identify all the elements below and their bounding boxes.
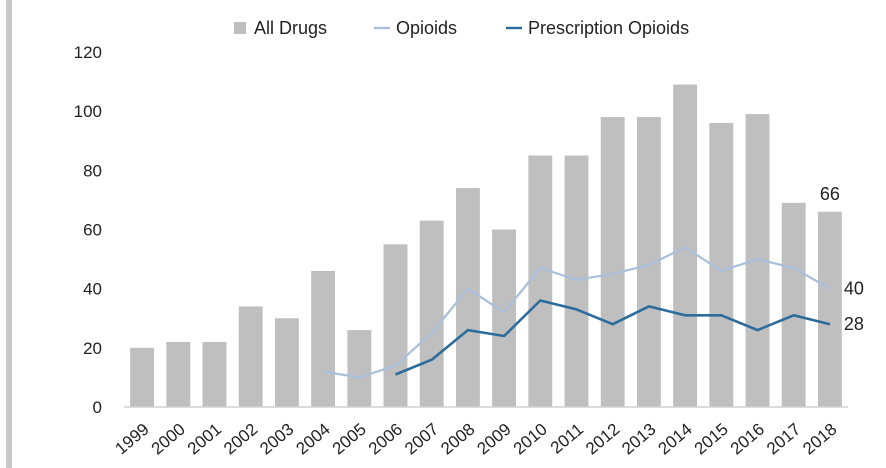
x-axis: 1999200020012002200320042005200620072008… bbox=[111, 406, 848, 459]
x-tick-label: 2016 bbox=[727, 420, 768, 459]
bars-all-drugs bbox=[130, 84, 842, 408]
x-tick-label: 2009 bbox=[473, 420, 514, 459]
y-tick-label: 60 bbox=[83, 221, 102, 240]
x-tick-label: 2011 bbox=[547, 420, 587, 458]
y-tick-label: 0 bbox=[93, 398, 102, 417]
left-border-strip bbox=[6, 0, 12, 468]
end-labels: 66 40 28 bbox=[820, 184, 864, 334]
bar-all-drugs-2014 bbox=[673, 84, 698, 408]
x-tick-label: 2010 bbox=[510, 420, 551, 459]
y-tick-label: 120 bbox=[74, 43, 102, 62]
x-tick-label: 2005 bbox=[329, 420, 370, 459]
x-tick-label: 2008 bbox=[437, 420, 478, 459]
bar-all-drugs-2011 bbox=[564, 155, 589, 407]
bar-all-drugs-2018 bbox=[817, 211, 842, 407]
x-tick-label: 2012 bbox=[582, 420, 623, 459]
chart-legend: All Drugs Opioids Prescription Opioids bbox=[234, 18, 689, 38]
x-tick-label: 2018 bbox=[799, 420, 840, 459]
bar-all-drugs-2009 bbox=[492, 229, 517, 407]
end-label-all-drugs: 66 bbox=[820, 184, 840, 204]
line-prescription-opioids bbox=[395, 299, 831, 376]
bar-all-drugs-2007 bbox=[419, 220, 444, 407]
bar-all-drugs-2010 bbox=[528, 155, 553, 407]
end-label-prescription-opioids: 28 bbox=[844, 314, 864, 334]
bar-all-drugs-2008 bbox=[455, 188, 480, 407]
bar-all-drugs-2006 bbox=[383, 244, 408, 407]
legend-label-prescription-opioids: Prescription Opioids bbox=[528, 18, 689, 38]
legend-swatch-all-drugs bbox=[234, 22, 246, 34]
x-tick-label: 2017 bbox=[763, 420, 804, 459]
y-tick-label: 100 bbox=[74, 102, 102, 121]
x-tick-label: 2006 bbox=[365, 420, 406, 459]
legend-label-all-drugs: All Drugs bbox=[254, 18, 327, 38]
x-tick-label: 2015 bbox=[691, 420, 732, 459]
y-tick-label: 80 bbox=[83, 161, 102, 180]
bar-all-drugs-1999 bbox=[130, 347, 155, 407]
x-tick-label: 2004 bbox=[292, 420, 333, 459]
x-tick-label: 2007 bbox=[401, 420, 442, 459]
end-label-opioids: 40 bbox=[844, 279, 864, 299]
x-tick-label: 2002 bbox=[220, 420, 261, 459]
bar-all-drugs-2003 bbox=[274, 318, 299, 407]
x-tick-label: 1999 bbox=[111, 420, 152, 459]
x-tick-label: 2013 bbox=[618, 420, 659, 459]
x-tick-label: 2003 bbox=[256, 420, 297, 459]
bar-all-drugs-2012 bbox=[600, 117, 625, 407]
x-tick-label: 2000 bbox=[148, 420, 189, 459]
y-axis: 0 20 40 60 80 100 120 bbox=[74, 43, 102, 417]
bar-all-drugs-2016 bbox=[745, 114, 770, 407]
bar-all-drugs-2005 bbox=[347, 330, 372, 407]
bar-all-drugs-2002 bbox=[238, 306, 263, 407]
y-tick-label: 20 bbox=[83, 339, 102, 358]
bar-all-drugs-2013 bbox=[636, 117, 661, 407]
bar-all-drugs-2001 bbox=[202, 341, 227, 407]
series-lines bbox=[322, 246, 831, 379]
bar-all-drugs-2015 bbox=[709, 123, 734, 407]
x-tick-label: 2014 bbox=[654, 420, 695, 459]
bar-all-drugs-2017 bbox=[781, 202, 806, 407]
legend-label-opioids: Opioids bbox=[396, 18, 457, 38]
bar-all-drugs-2004 bbox=[311, 270, 336, 407]
x-tick-label: 2001 bbox=[184, 420, 225, 459]
bar-all-drugs-2000 bbox=[166, 341, 191, 407]
y-tick-label: 40 bbox=[83, 280, 102, 299]
